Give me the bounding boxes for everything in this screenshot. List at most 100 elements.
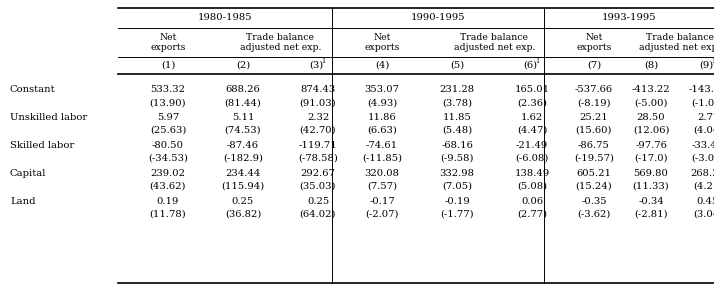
- Text: 533.32: 533.32: [151, 86, 186, 94]
- Text: (2): (2): [236, 60, 250, 69]
- Text: 0.25: 0.25: [232, 196, 254, 206]
- Text: (-17.0): (-17.0): [634, 154, 668, 162]
- Text: 11.85: 11.85: [443, 113, 471, 122]
- Text: -119.71: -119.71: [298, 141, 338, 149]
- Text: (3.78): (3.78): [442, 98, 472, 107]
- Text: -80.50: -80.50: [152, 141, 184, 149]
- Text: -97.76: -97.76: [635, 141, 667, 149]
- Text: adjusted net exp.: adjusted net exp.: [454, 43, 536, 52]
- Text: 234.44: 234.44: [226, 168, 261, 177]
- Text: (13.90): (13.90): [150, 98, 186, 107]
- Text: 1980-1985: 1980-1985: [198, 14, 252, 22]
- Text: (6.63): (6.63): [367, 126, 397, 134]
- Text: (15.24): (15.24): [575, 181, 613, 190]
- Text: exports: exports: [576, 43, 612, 52]
- Text: (7): (7): [587, 60, 601, 69]
- Text: Land: Land: [10, 196, 36, 206]
- Text: (2.36): (2.36): [517, 98, 547, 107]
- Text: -33.48: -33.48: [692, 141, 714, 149]
- Text: (7.05): (7.05): [442, 181, 472, 190]
- Text: (4.47): (4.47): [517, 126, 547, 134]
- Text: 0.25: 0.25: [307, 196, 329, 206]
- Text: (15.60): (15.60): [575, 126, 612, 134]
- Text: (35.03): (35.03): [300, 181, 336, 190]
- Text: 292.67: 292.67: [301, 168, 336, 177]
- Text: (11.78): (11.78): [150, 209, 186, 219]
- Text: (-2.81): (-2.81): [634, 209, 668, 219]
- Text: -21.49: -21.49: [516, 141, 548, 149]
- Text: (4): (4): [375, 60, 389, 69]
- Text: Net: Net: [373, 33, 391, 43]
- Text: 2.77: 2.77: [697, 113, 714, 122]
- Text: (3.04): (3.04): [693, 209, 714, 219]
- Text: (64.02): (64.02): [300, 209, 336, 219]
- Text: 165.01: 165.01: [515, 86, 550, 94]
- Text: (2.77): (2.77): [517, 209, 547, 219]
- Text: (-3.62): (-3.62): [578, 209, 610, 219]
- Text: (-3.03): (-3.03): [691, 154, 714, 162]
- Text: (4.21): (4.21): [693, 181, 714, 190]
- Text: 1: 1: [711, 57, 714, 65]
- Text: 5.11: 5.11: [232, 113, 254, 122]
- Text: 25.21: 25.21: [580, 113, 608, 122]
- Text: (91.03): (91.03): [300, 98, 336, 107]
- Text: (115.94): (115.94): [221, 181, 265, 190]
- Text: (5): (5): [450, 60, 464, 69]
- Text: Trade balance: Trade balance: [645, 33, 713, 41]
- Text: 2.32: 2.32: [307, 113, 329, 122]
- Text: 0.45: 0.45: [697, 196, 714, 206]
- Text: 605.21: 605.21: [576, 168, 611, 177]
- Text: (-2.07): (-2.07): [366, 209, 398, 219]
- Text: -0.34: -0.34: [638, 196, 664, 206]
- Text: (25.63): (25.63): [150, 126, 186, 134]
- Text: 268.35: 268.35: [690, 168, 714, 177]
- Text: 874.43: 874.43: [301, 86, 336, 94]
- Text: 239.02: 239.02: [151, 168, 186, 177]
- Text: Trade balance: Trade balance: [246, 33, 314, 41]
- Text: Trade balance: Trade balance: [461, 33, 528, 41]
- Text: -413.22: -413.22: [632, 86, 670, 94]
- Text: (-1.05): (-1.05): [691, 98, 714, 107]
- Text: 1.62: 1.62: [521, 113, 543, 122]
- Text: -0.19: -0.19: [444, 196, 470, 206]
- Text: (-1.77): (-1.77): [441, 209, 474, 219]
- Text: exports: exports: [151, 43, 186, 52]
- Text: (-19.57): (-19.57): [574, 154, 614, 162]
- Text: (81.44): (81.44): [225, 98, 261, 107]
- Text: (42.70): (42.70): [300, 126, 336, 134]
- Text: (6): (6): [523, 60, 537, 69]
- Text: -68.16: -68.16: [441, 141, 473, 149]
- Text: Constant: Constant: [10, 86, 56, 94]
- Text: (-6.08): (-6.08): [516, 154, 548, 162]
- Text: 1990-1995: 1990-1995: [411, 14, 466, 22]
- Text: Unskilled labor: Unskilled labor: [10, 113, 87, 122]
- Text: (5.48): (5.48): [442, 126, 472, 134]
- Text: (7.57): (7.57): [367, 181, 397, 190]
- Text: 0.19: 0.19: [157, 196, 179, 206]
- Text: (43.62): (43.62): [150, 181, 186, 190]
- Text: 231.28: 231.28: [439, 86, 475, 94]
- Text: 332.98: 332.98: [440, 168, 475, 177]
- Text: (-182.9): (-182.9): [223, 154, 263, 162]
- Text: -87.46: -87.46: [227, 141, 259, 149]
- Text: (74.53): (74.53): [225, 126, 261, 134]
- Text: adjusted net exp.: adjusted net exp.: [639, 43, 714, 52]
- Text: 138.49: 138.49: [514, 168, 550, 177]
- Text: exports: exports: [364, 43, 400, 52]
- Text: (-34.53): (-34.53): [148, 154, 188, 162]
- Text: Net: Net: [585, 33, 603, 43]
- Text: 320.08: 320.08: [365, 168, 400, 177]
- Text: (-78.58): (-78.58): [298, 154, 338, 162]
- Text: -86.75: -86.75: [578, 141, 610, 149]
- Text: -537.66: -537.66: [575, 86, 613, 94]
- Text: (11.33): (11.33): [633, 181, 670, 190]
- Text: (9): (9): [699, 60, 713, 69]
- Text: (8): (8): [644, 60, 658, 69]
- Text: adjusted net exp.: adjusted net exp.: [240, 43, 321, 52]
- Text: (3): (3): [309, 60, 323, 69]
- Text: 1: 1: [321, 57, 325, 65]
- Text: Net: Net: [159, 33, 176, 43]
- Text: -0.17: -0.17: [369, 196, 395, 206]
- Text: (1): (1): [161, 60, 175, 69]
- Text: 0.06: 0.06: [521, 196, 543, 206]
